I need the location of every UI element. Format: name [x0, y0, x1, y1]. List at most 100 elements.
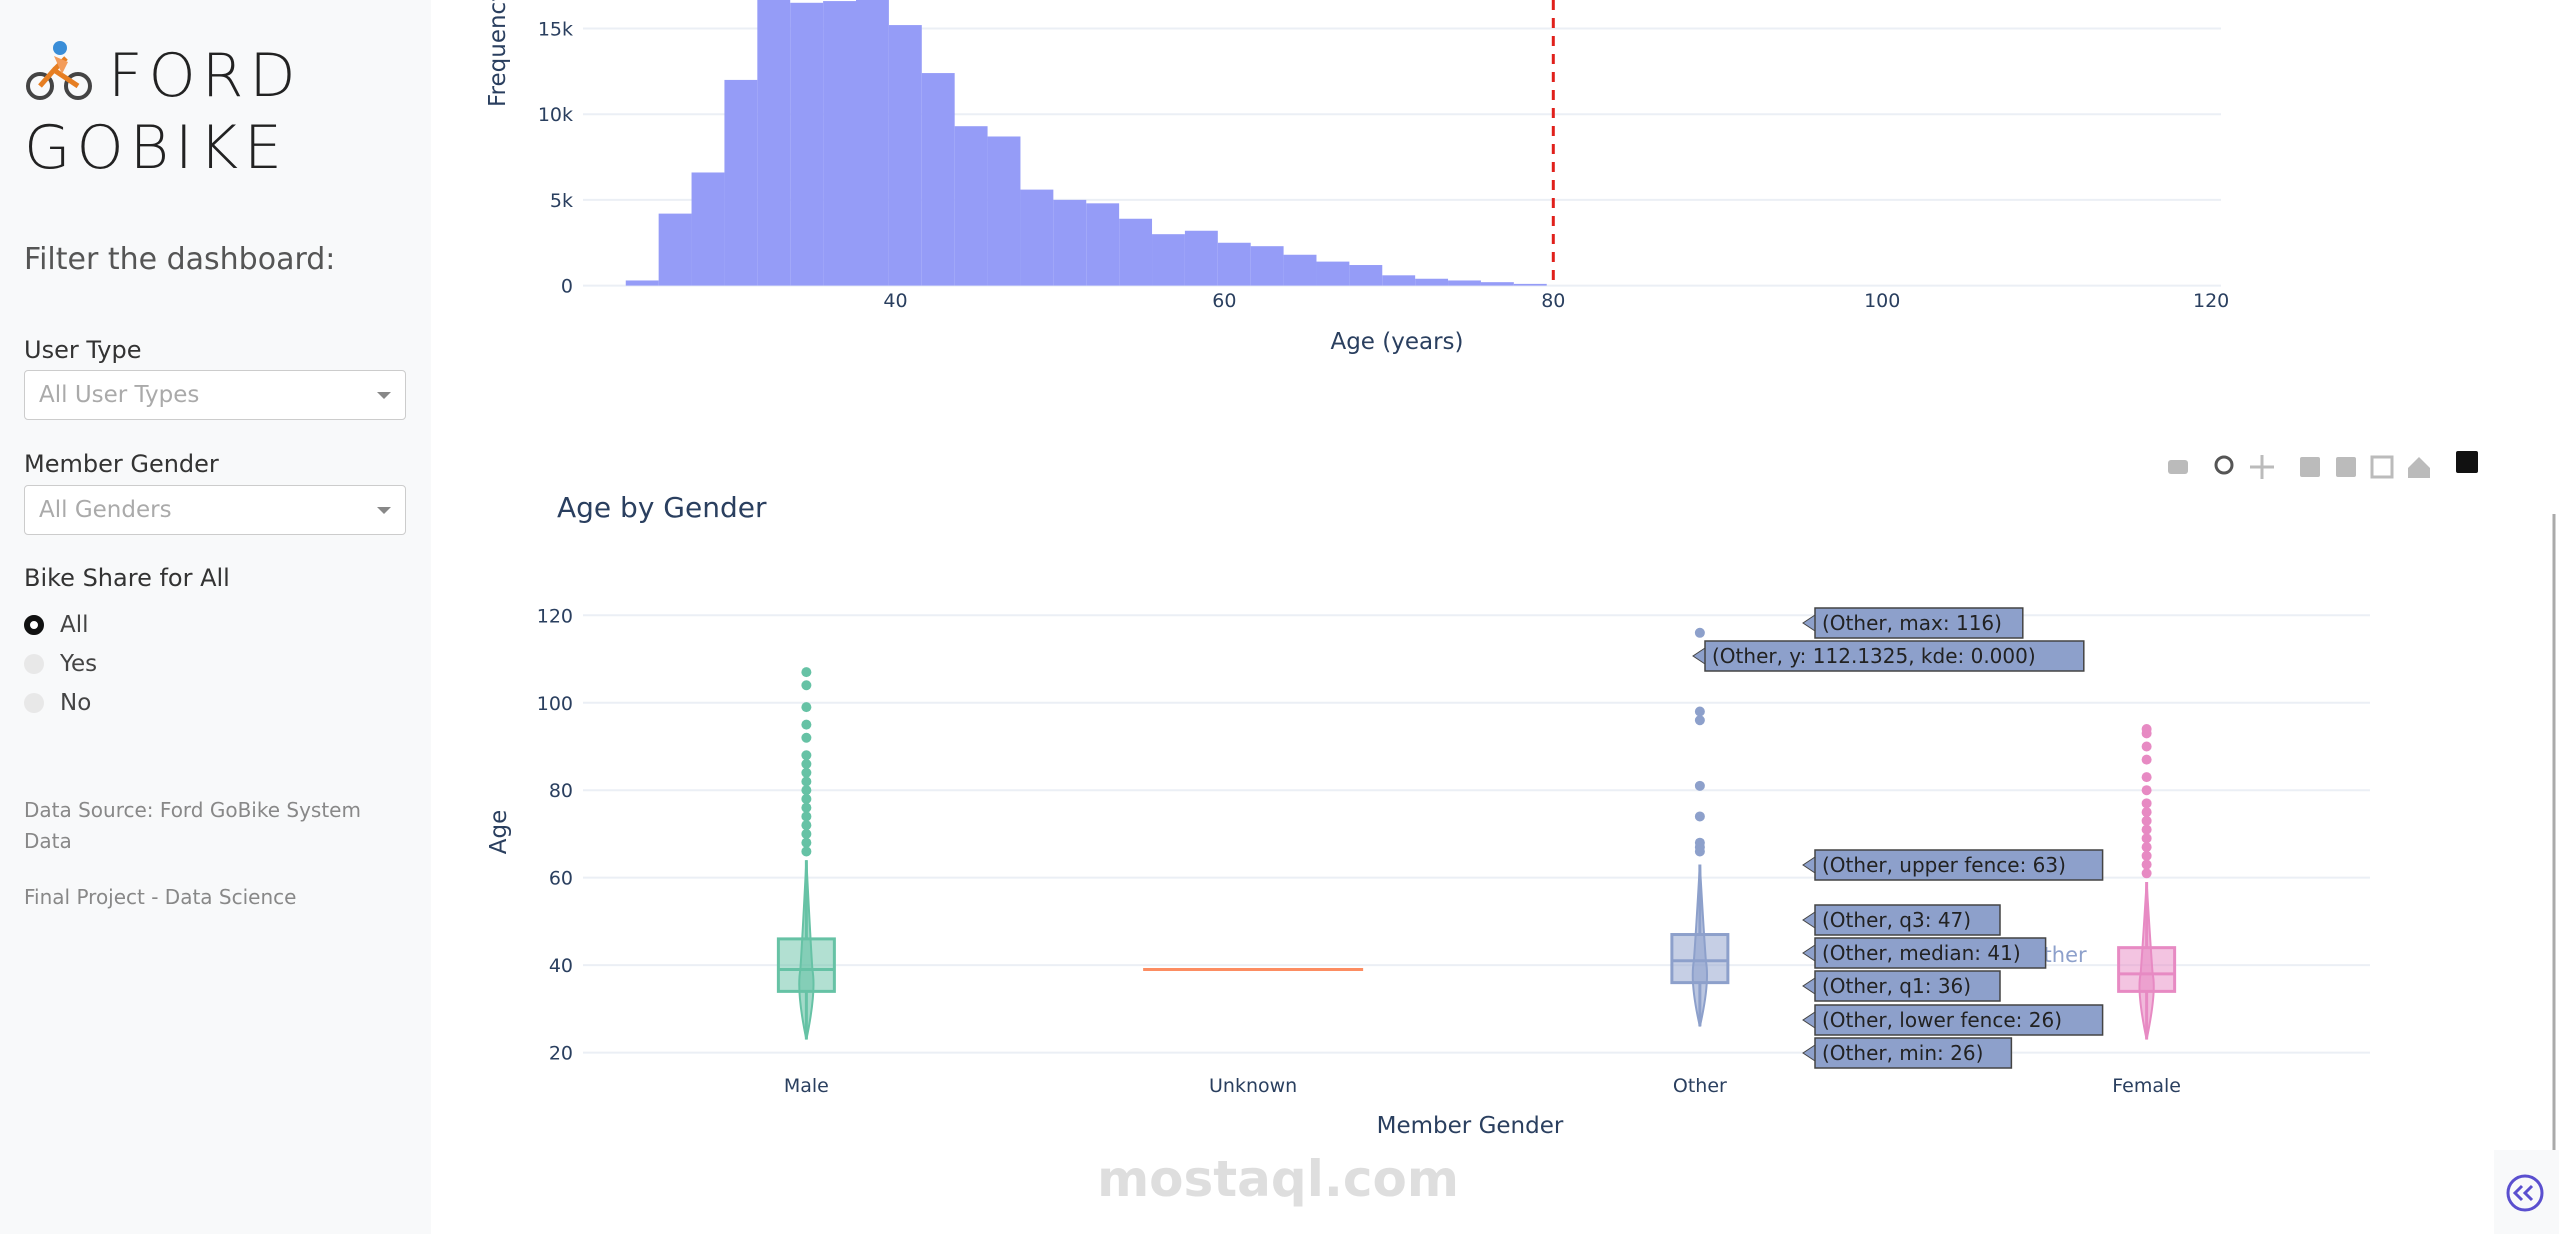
radio-label: No — [60, 690, 92, 716]
box — [1670, 933, 1730, 985]
zoom-in-icon[interactable] — [2300, 457, 2320, 477]
hover-pointer — [1802, 977, 1816, 995]
hover-box — [1814, 937, 2047, 969]
radio-option[interactable]: All — [24, 612, 89, 638]
hover-pointer — [1802, 614, 1816, 632]
filter-heading: Filter the dashboard: — [24, 242, 336, 277]
outlier — [1694, 706, 1705, 717]
outlier — [801, 837, 812, 848]
histogram-bar — [1152, 234, 1185, 286]
dropdown[interactable]: All Genders — [24, 485, 406, 535]
app-title-text: FORD GOBIKE — [24, 41, 302, 183]
x-tick-label: Other — [1673, 1075, 1727, 1097]
histogram-bar — [1448, 280, 1481, 286]
dropdown-placeholder: All Genders — [39, 497, 172, 523]
reset-icon[interactable] — [2408, 457, 2430, 478]
histogram-bar — [691, 172, 725, 286]
outlier — [2141, 785, 2152, 796]
plotly-logo[interactable] — [2456, 451, 2478, 473]
hover-pointer — [1802, 911, 1816, 929]
camera-icon[interactable] — [2168, 460, 2188, 474]
autoscale-icon[interactable] — [2370, 455, 2394, 479]
x-tick-label: 80 — [1541, 290, 1565, 312]
histogram-bar — [1020, 189, 1054, 286]
histogram-bar — [954, 126, 988, 286]
outlier — [1694, 811, 1705, 822]
x-tick-label: 40 — [883, 290, 907, 312]
hover-label: (Other, median: 41) — [1822, 941, 2021, 965]
hover-label: (Other, y: 112.1325, kde: 0.000) — [1712, 644, 2036, 668]
hover-box — [1814, 607, 2024, 639]
outlier — [801, 719, 812, 730]
outlier — [801, 758, 812, 769]
outlier — [2141, 824, 2152, 835]
histogram-bar — [987, 136, 1021, 286]
hover-pointer — [1802, 1011, 1816, 1029]
hover-box — [1814, 849, 2104, 881]
outlier — [2141, 868, 2152, 879]
hover-box — [1814, 904, 2001, 936]
outlier — [2141, 850, 2152, 861]
histogram-bar — [888, 25, 922, 286]
histogram-bar — [790, 2, 824, 286]
filter-label: User Type — [24, 336, 142, 364]
dropdown[interactable]: All User Types — [24, 370, 406, 420]
outlier — [801, 811, 812, 822]
collapse-button[interactable] — [2506, 1174, 2544, 1212]
outlier — [2141, 754, 2152, 765]
outlier — [2141, 741, 2152, 752]
outlier — [801, 820, 812, 831]
outlier — [1694, 627, 1705, 638]
dropdown-arrow — [377, 392, 391, 406]
chart-title: Age by Gender — [557, 491, 767, 524]
box-trace — [776, 667, 836, 1040]
outlier — [801, 802, 812, 813]
histogram-bar — [921, 73, 955, 286]
hover-label: (Other, q1: 36) — [1822, 974, 1971, 998]
dropdown-arrow — [377, 507, 391, 521]
radio-option[interactable]: Yes — [24, 651, 97, 677]
histogram-bar — [1349, 265, 1383, 286]
y-tick-label: 20 — [549, 1043, 573, 1065]
outlier — [2141, 815, 2152, 826]
histogram-bar — [1513, 283, 1547, 286]
collapse-arrows — [2512, 1184, 2534, 1202]
x-axis-title: Member Gender — [1377, 1113, 1564, 1139]
hover-label: (Other, upper fence: 63) — [1822, 853, 2066, 877]
histogram-bar — [1283, 254, 1317, 286]
outlier — [801, 767, 812, 778]
outlier — [2141, 772, 2152, 783]
zoom-icon[interactable] — [2214, 455, 2234, 475]
radio-option[interactable]: No — [24, 690, 91, 716]
y-tick-label: 100 — [537, 693, 573, 715]
watermark: mostaql.com — [1097, 1150, 1459, 1208]
histogram-bar — [823, 1, 856, 286]
histogram-bar — [1184, 230, 1218, 286]
outlier — [801, 702, 812, 713]
zoom-out-icon[interactable] — [2336, 457, 2356, 477]
bike-icon — [26, 41, 92, 100]
histogram-bar — [625, 280, 659, 286]
pan-icon[interactable] — [2250, 455, 2274, 479]
y-tick-label: 0 — [561, 276, 573, 298]
histogram-bar — [1250, 246, 1284, 286]
y-tick-label: 80 — [549, 780, 573, 802]
histogram-bar — [1415, 278, 1449, 286]
x-tick-label: 100 — [1864, 290, 1900, 312]
y-tick-label: 120 — [537, 605, 573, 627]
histogram-bar — [757, 0, 791, 286]
hover-pointer — [1692, 647, 1706, 665]
dropdown-placeholder: All User Types — [39, 382, 200, 408]
outlier — [801, 776, 812, 787]
outlier — [801, 846, 812, 857]
hover-label: (Other, max: 116) — [1822, 611, 2002, 635]
hover-pointer — [1802, 856, 1816, 874]
x-tick-label: Unknown — [1209, 1075, 1297, 1097]
histogram-bar — [1480, 282, 1514, 286]
hover-box — [1704, 640, 2085, 672]
note: Data Source: Ford GoBike System Data — [24, 798, 361, 853]
outlier — [2141, 807, 2152, 818]
histogram-bar — [1316, 261, 1350, 286]
outlier — [2141, 833, 2152, 844]
